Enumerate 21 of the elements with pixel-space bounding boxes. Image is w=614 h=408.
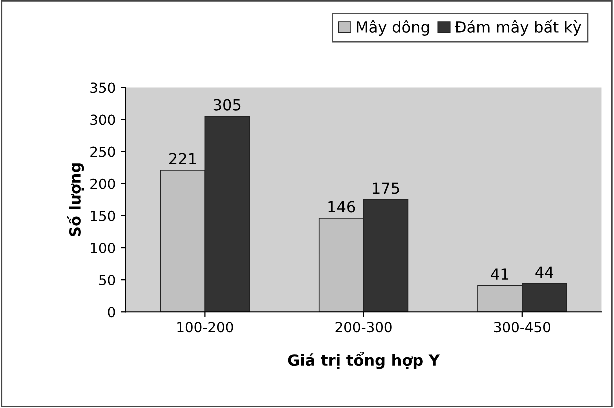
data-label: 146 [328, 201, 356, 213]
x-axis-title: Giá trị tổng hợp Y [288, 352, 440, 370]
y-tick-label: 250 [90, 146, 116, 158]
data-label: 305 [214, 99, 241, 111]
y-tick-label: 100 [91, 242, 116, 254]
data-label: 44 [536, 266, 554, 278]
data-label: 175 [373, 182, 400, 194]
x-tick-label: 300-450 [494, 322, 551, 333]
x-tick-label: 100-200 [178, 322, 234, 333]
y-axis-title: Số lượng [67, 164, 84, 236]
y-tick-label: 0 [108, 307, 116, 318]
y-tick-label: 50 [100, 275, 116, 286]
y-tick-label: 200 [90, 178, 116, 190]
legend-label: Đám mây bất kỳ [455, 20, 582, 36]
x-tick-label: 200-300 [336, 322, 392, 333]
y-tick-label: 150 [91, 210, 116, 222]
data-label: 41 [491, 268, 509, 280]
legend-label: Mây dông [357, 20, 430, 36]
y-tick-label: 300 [90, 114, 116, 126]
y-tick-label: 350 [90, 82, 116, 94]
data-label: 221 [170, 153, 196, 164]
